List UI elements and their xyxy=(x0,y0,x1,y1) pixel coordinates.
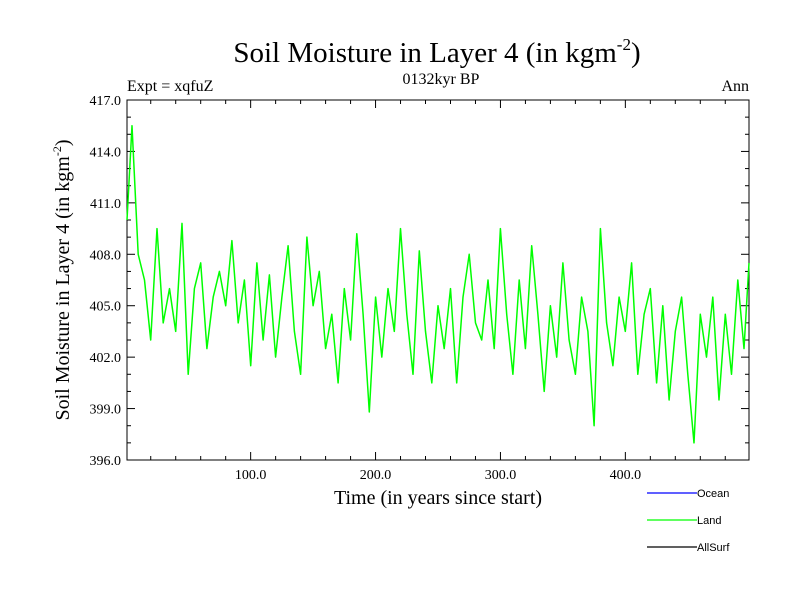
y-tick-label: 399.0 xyxy=(90,403,122,418)
chart-title-close: ) xyxy=(631,37,641,69)
y-tick-label: 408.0 xyxy=(90,248,122,263)
x-tick-label: 400.0 xyxy=(610,468,642,483)
legend-label-ocean: Ocean xyxy=(697,488,729,500)
chart-subtitle: 0132kyr BP xyxy=(403,71,480,88)
experiment-label: Expt = xqfuZ xyxy=(127,78,213,95)
y-axis-title: Soil Moisture in Layer 4 (in kgm-2) xyxy=(50,139,74,420)
legend-label-land: Land xyxy=(697,515,721,527)
season-label: Ann xyxy=(721,78,749,95)
chart-title-superscript: -2 xyxy=(617,35,631,54)
chart-title: Soil Moisture in Layer 4 (in kgm-2) xyxy=(233,35,640,69)
legend: Ocean Land AllSurf xyxy=(647,488,730,554)
y-axis: 396.0 399.0 402.0 405.0 408.0 411.0 414.0 417.0 xyxy=(90,94,749,469)
y-tick-label: 405.0 xyxy=(90,300,122,315)
x-axis-title: Time (in years since start) xyxy=(334,487,542,509)
y-axis-title-close: ) xyxy=(52,139,74,146)
x-tick-label: 300.0 xyxy=(485,468,517,483)
x-tick-label: 100.0 xyxy=(235,468,267,483)
y-tick-label: 411.0 xyxy=(90,197,121,212)
plot-frame xyxy=(126,99,750,461)
legend-label-allsurf: AllSurf xyxy=(697,542,730,554)
y-tick-label: 414.0 xyxy=(90,145,122,160)
y-axis-title-superscript: -2 xyxy=(50,146,64,156)
y-tick-label: 402.0 xyxy=(90,351,122,366)
series-line-land xyxy=(126,124,750,444)
x-axis: 100.0 200.0 300.0 400.0 xyxy=(150,100,726,483)
x-tick-label: 200.0 xyxy=(360,468,392,483)
y-tick-label: 417.0 xyxy=(90,94,122,109)
y-tick-label: 396.0 xyxy=(90,454,122,469)
